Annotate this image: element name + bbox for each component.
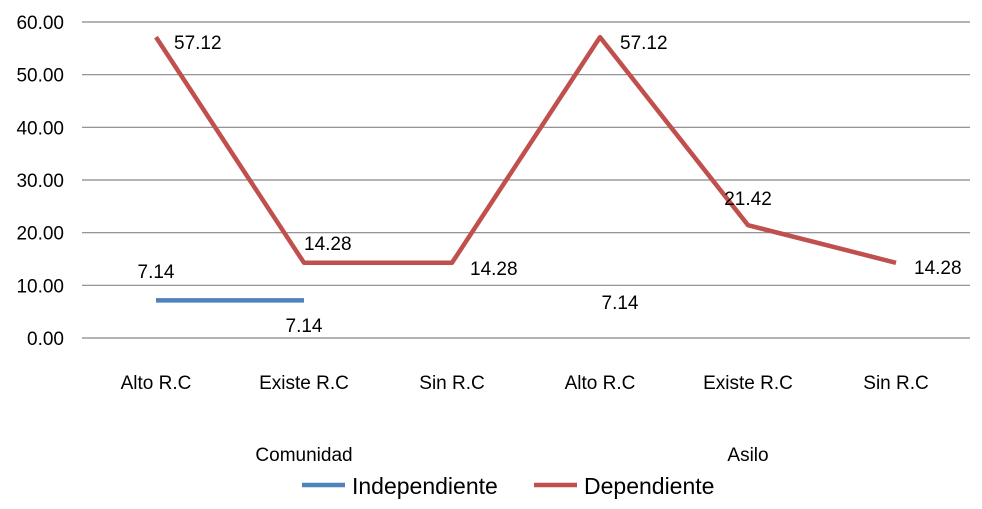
data-label-dependiente: 14.28 — [470, 259, 518, 280]
x-axis-category-labels: Alto R.C Existe R.C Sin R.C Alto R.C Existe … — [121, 373, 929, 394]
data-label-dependiente: 14.28 — [304, 234, 352, 255]
x-axis-group-labels: Comunidad Asilo — [255, 445, 768, 466]
legend: Independiente Dependiente — [302, 473, 714, 499]
series-line-dependiente — [154, 34, 897, 266]
x-category-label: Existe R.C — [703, 373, 793, 394]
y-tick-label: 50.00 — [16, 66, 64, 87]
y-axis-tick-labels: 0.00 10.00 20.00 30.00 40.00 50.00 60.00 — [16, 13, 64, 350]
data-label-dependiente: 57.12 — [174, 33, 222, 54]
data-labels: 57.12 14.28 14.28 57.12 21.42 14.28 7.14 7.14 7.… — [138, 33, 962, 337]
data-label-independiente: 7.14 — [286, 316, 323, 337]
gridlines — [82, 21, 970, 339]
y-tick-label: 20.00 — [16, 224, 64, 245]
x-category-label: Existe R.C — [259, 373, 349, 394]
x-group-label: Comunidad — [255, 445, 352, 466]
x-category-label: Alto R.C — [565, 373, 636, 394]
data-label-independiente: 7.14 — [138, 262, 175, 283]
legend-label-dependiente: Dependiente — [584, 473, 714, 499]
data-label-dependiente: 21.42 — [724, 189, 772, 210]
x-group-label: Asilo — [727, 445, 768, 466]
data-label-dependiente: 57.12 — [620, 33, 668, 54]
x-category-label: Sin R.C — [863, 373, 928, 394]
y-tick-label: 30.00 — [16, 171, 64, 192]
y-tick-label: 40.00 — [16, 118, 64, 139]
data-label-dependiente: 14.28 — [914, 258, 962, 279]
y-tick-label: 60.00 — [16, 13, 64, 34]
x-category-label: Sin R.C — [419, 373, 484, 394]
data-label-independiente: 7.14 — [602, 293, 639, 314]
y-tick-label: 10.00 — [16, 276, 64, 297]
x-category-label: Alto R.C — [121, 373, 192, 394]
y-tick-label: 0.00 — [27, 329, 64, 350]
legend-label-independiente: Independiente — [352, 473, 498, 499]
series-lines — [154, 34, 897, 303]
